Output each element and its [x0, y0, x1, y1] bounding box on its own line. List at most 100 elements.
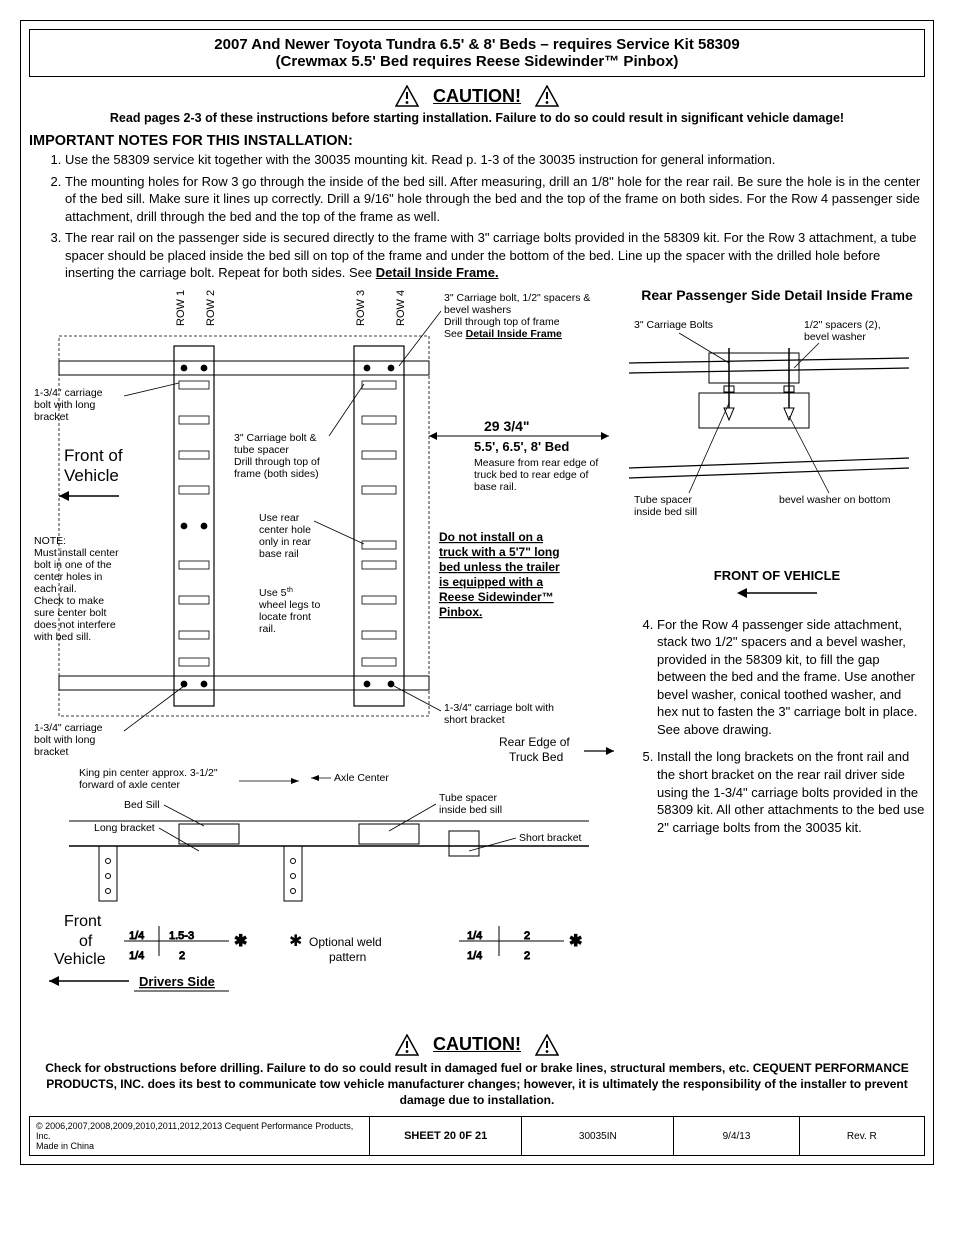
svg-text:bracket: bracket — [34, 411, 69, 423]
svg-text:Drill through top of frame: Drill through top of frame — [444, 316, 560, 328]
svg-text:✱: ✱ — [569, 933, 582, 950]
svg-text:wheel legs to: wheel legs to — [258, 599, 320, 611]
svg-text:inside bed sill: inside bed sill — [439, 804, 502, 816]
svg-text:only in rear: only in rear — [259, 536, 311, 548]
svg-text:Tube spacer: Tube spacer — [634, 494, 692, 506]
svg-text:center hole: center hole — [259, 524, 311, 536]
svg-text:bevel washer: bevel washer — [804, 331, 866, 343]
svg-text:Must install center: Must install center — [34, 547, 119, 559]
svg-text:Use rear: Use rear — [259, 512, 300, 524]
svg-text:Front: Front — [64, 913, 102, 930]
svg-text:bolt with long: bolt with long — [34, 399, 95, 411]
svg-text:1-3/4" carriage: 1-3/4" carriage — [34, 387, 103, 399]
svg-text:frame (both sides): frame (both sides) — [234, 468, 319, 480]
svg-text:1/4: 1/4 — [467, 950, 482, 962]
caution-text-1: Read pages 2-3 of these instructions bef… — [29, 111, 925, 125]
svg-text:2: 2 — [524, 930, 530, 942]
fov-right: FRONT OF VEHICLE — [629, 567, 925, 604]
svg-text:Drill through top of: Drill through top of — [234, 456, 320, 468]
svg-text:Measure from rear edge of: Measure from rear edge of — [474, 457, 598, 469]
note-2: The mounting holes for Row 3 go through … — [65, 173, 925, 226]
svg-text:3" Carriage bolt &: 3" Carriage bolt & — [234, 432, 317, 444]
svg-text:1/4: 1/4 — [467, 930, 482, 942]
svg-text:29 3/4": 29 3/4" — [484, 418, 530, 434]
svg-text:of: of — [79, 933, 93, 950]
warning-icon — [535, 1034, 559, 1056]
page-container: 2007 And Newer Toyota Tundra 6.5' & 8' B… — [20, 20, 934, 1165]
diagram-left-column: ROW 1 ROW 2 ROW 3 ROW 4 — [29, 286, 619, 1026]
note-1: Use the 58309 service kit together with … — [65, 151, 925, 169]
svg-text:3" Carriage Bolts: 3" Carriage Bolts — [634, 319, 713, 331]
svg-text:pattern: pattern — [329, 950, 366, 964]
diagram-zone: ROW 1 ROW 2 ROW 3 ROW 4 — [29, 286, 925, 1026]
caution-text-2: Check for obstructions before drilling. … — [29, 1060, 925, 1109]
svg-text:bolt with long: bolt with long — [34, 734, 95, 746]
svg-text:bevel washer on bottom: bevel washer on bottom — [779, 494, 891, 506]
svg-text:See Detail Inside Frame: See Detail Inside Frame — [444, 328, 562, 340]
drivers-side-label: Drivers Side — [139, 974, 215, 989]
svg-text:short bracket: short bracket — [444, 714, 505, 726]
svg-text:1.5-3: 1.5-3 — [169, 930, 194, 942]
title-line1: 2007 And Newer Toyota Tundra 6.5' & 8' B… — [214, 36, 739, 53]
diagram-right-column: Rear Passenger Side Detail Inside Frame … — [629, 286, 925, 1026]
svg-text:2: 2 — [524, 950, 530, 962]
title-line2: (Crewmax 5.5' Bed requires Reese Sidewin… — [276, 53, 679, 70]
svg-text:✱: ✱ — [289, 933, 302, 950]
svg-text:Optional weld: Optional weld — [309, 935, 382, 949]
svg-text:Short bracket: Short bracket — [519, 832, 582, 844]
right-notes-list: For the Row 4 passenger side attachment,… — [629, 616, 925, 837]
svg-text:2: 2 — [179, 950, 185, 962]
footer-sheet: SHEET 20 0F 21 — [370, 1117, 522, 1156]
warning-icon — [535, 85, 559, 107]
svg-text:1-3/4" carriage bolt with: 1-3/4" carriage bolt with — [444, 702, 554, 714]
svg-text:Tube spacer: Tube spacer — [439, 792, 497, 804]
svg-text:rail.: rail. — [259, 623, 276, 635]
svg-text:Vehicle: Vehicle — [64, 466, 119, 485]
row4-label: ROW 4 — [395, 290, 407, 326]
caution-label-1: CAUTION! — [433, 86, 521, 107]
caution-block-2: CAUTION! Check for obstructions before d… — [29, 1034, 925, 1109]
row3-label: ROW 3 — [355, 290, 367, 326]
footer-rev: Rev. R — [799, 1117, 924, 1156]
arrow-icon — [737, 587, 817, 599]
footer-table: © 2006,2007,2008,2009,2010,2011,2012,201… — [29, 1116, 925, 1156]
svg-text:base rail.: base rail. — [474, 481, 517, 493]
svg-text:bolt in one of the: bolt in one of the — [34, 559, 112, 571]
svg-text:truck with a 5'7" long: truck with a 5'7" long — [439, 545, 560, 559]
footer-date: 9/4/13 — [674, 1117, 799, 1156]
svg-text:Vehicle: Vehicle — [54, 951, 106, 968]
svg-text:sure center bolt: sure center bolt — [34, 607, 106, 619]
detail-diagram: 3" Carriage Bolts 1/2" spacers (2), beve… — [629, 308, 909, 558]
note-5: Install the long brackets on the front r… — [657, 748, 925, 836]
warning-icon — [395, 85, 419, 107]
row2-label: ROW 2 — [205, 290, 217, 326]
svg-text:base rail: base rail — [259, 548, 299, 560]
svg-text:bracket: bracket — [34, 746, 69, 758]
footer-copyright: © 2006,2007,2008,2009,2010,2011,2012,201… — [30, 1117, 370, 1156]
svg-text:1/4: 1/4 — [129, 930, 144, 942]
svg-text:forward of axle center: forward of axle center — [79, 779, 180, 791]
warning-icon — [395, 1034, 419, 1056]
svg-text:King pin center approx. 3-1/2": King pin center approx. 3-1/2" — [79, 767, 218, 779]
note-4: For the Row 4 passenger side attachment,… — [657, 616, 925, 739]
caution-label-2: CAUTION! — [433, 1034, 521, 1055]
svg-text:Use 5: Use 5 — [259, 587, 287, 599]
important-heading: IMPORTANT NOTES FOR THIS INSTALLATION: — [29, 133, 925, 149]
footer-part: 30035IN — [522, 1117, 674, 1156]
svg-text:tube spacer: tube spacer — [234, 444, 289, 456]
fov-label: Front of — [64, 446, 123, 465]
svg-text:Pinbox.: Pinbox. — [439, 605, 482, 619]
svg-text:1/2" spacers (2),: 1/2" spacers (2), — [804, 319, 881, 331]
detail-link: Detail Inside Frame. — [376, 265, 499, 280]
svg-text:truck bed to rear edge of: truck bed to rear edge of — [474, 469, 588, 481]
svg-text:Axle Center: Axle Center — [334, 772, 389, 784]
main-diagram: ROW 1 ROW 2 ROW 3 ROW 4 — [29, 286, 619, 1026]
svg-text:bed unless the trailer: bed unless the trailer — [439, 560, 560, 574]
note-3: The rear rail on the passenger side is s… — [65, 229, 925, 282]
svg-text:locate front: locate front — [259, 611, 311, 623]
svg-text:does not interfere: does not interfere — [34, 619, 116, 631]
svg-text:Check to make: Check to make — [34, 595, 104, 607]
right-heading: Rear Passenger Side Detail Inside Frame — [629, 286, 925, 304]
caution-row-1: CAUTION! — [29, 85, 925, 107]
svg-text:NOTE:: NOTE: — [34, 535, 66, 547]
